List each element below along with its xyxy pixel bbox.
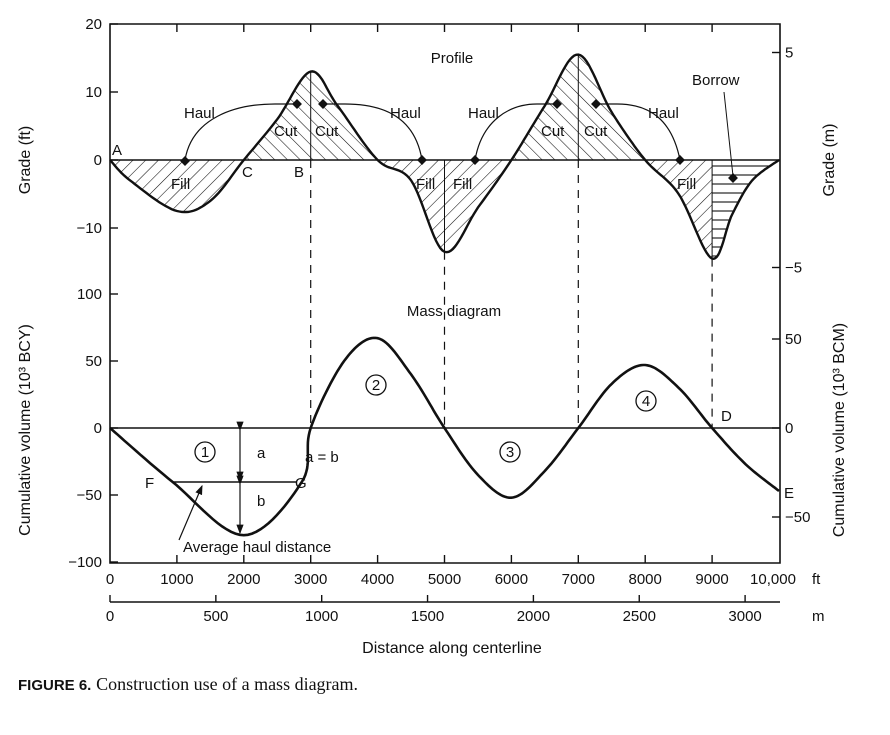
point-g-label: G <box>295 475 307 492</box>
point-b-label: B <box>294 164 304 181</box>
volume-bcy-tick-label: −100 <box>68 554 102 571</box>
ft-tick-label: 6000 <box>495 571 528 588</box>
cut-label-3: Cut <box>541 123 565 140</box>
average-haul-label: Average haul distance <box>183 539 331 556</box>
grade-m-tick-label: −5 <box>785 260 802 277</box>
haul-label-4: Haul <box>648 105 679 122</box>
haul-arc <box>596 103 681 161</box>
volume-bcy-axis-label: Cumulative volume (10³ BCY) <box>17 324 34 536</box>
region-2-marker: 2 <box>365 374 387 396</box>
grade-m-tick-label: 5 <box>785 45 793 62</box>
svg-text:1: 1 <box>201 444 209 461</box>
centroid-marker <box>728 173 738 183</box>
figure-number: FIGURE 6. <box>18 677 92 694</box>
haul-arc <box>184 103 297 161</box>
point-c-label: C <box>242 164 253 181</box>
centroid-marker <box>675 155 685 165</box>
ft-tick-label: 10,000 <box>750 571 796 588</box>
grade-ft-tick-label: 20 <box>85 16 102 33</box>
borrow-label: Borrow <box>692 72 740 89</box>
a-label: a <box>257 445 266 462</box>
centroid-marker <box>591 99 601 109</box>
svg-text:2: 2 <box>372 377 380 394</box>
ft-tick-label: 9000 <box>695 571 728 588</box>
haul-label-3: Haul <box>468 105 499 122</box>
fill-label-2: Fill <box>416 176 435 193</box>
m-tick-label: 2000 <box>517 608 550 625</box>
m-tick-label: 0 <box>106 608 114 625</box>
grade-m-axis-label: Grade (m) <box>821 124 838 197</box>
cut-label-4: Cut <box>584 123 608 140</box>
haul-arc <box>474 103 557 161</box>
svg-text:4: 4 <box>642 393 650 410</box>
borrow-leader <box>723 91 734 177</box>
point-d-label: D <box>721 408 732 425</box>
fill-region <box>110 160 244 212</box>
figure-caption: FIGURE 6. Construction use of a mass dia… <box>18 674 358 695</box>
cut-label-1: Cut <box>274 123 298 140</box>
plot-frame <box>109 23 781 564</box>
volume-bcy-tick-label: −50 <box>77 487 102 504</box>
grade-ft-tick-label: −10 <box>77 220 102 237</box>
ft-tick-label: 1000 <box>160 571 193 588</box>
curves <box>109 53 780 541</box>
ft-tick-label: 3000 <box>294 571 327 588</box>
ft-tick-label: 8000 <box>629 571 662 588</box>
cut-label-2: Cut <box>315 123 339 140</box>
region-1-marker: 1 <box>194 441 216 463</box>
b-label: b <box>257 493 265 510</box>
fill-region <box>645 160 713 259</box>
volume-bcy-tick-label: 50 <box>85 353 102 370</box>
region-4-marker: 4 <box>635 390 657 412</box>
ft-tick-label: 5000 <box>428 571 461 588</box>
m-unit-label: m <box>812 608 825 625</box>
a-equals-b-label: a = b <box>305 449 339 466</box>
fill-label-1: Fill <box>171 176 190 193</box>
m-tick-label: 1000 <box>305 608 338 625</box>
borrow-region <box>712 160 779 259</box>
mass-diagram-title: Mass diagram <box>407 303 501 320</box>
haul-label-2: Haul <box>390 105 421 122</box>
m-tick-label: 3000 <box>728 608 761 625</box>
ft-tick-label: 2000 <box>227 571 260 588</box>
volume-bcy-tick-label: 0 <box>94 420 102 437</box>
ft-unit-label: ft <box>812 571 821 588</box>
profile-title: Profile <box>431 50 474 67</box>
point-e-label: E <box>784 485 794 502</box>
centroid-marker <box>180 156 190 166</box>
grade-ft-axis-label: Grade (ft) <box>17 126 34 194</box>
point-a-label: A <box>112 142 122 159</box>
caption-text: Construction use of a mass diagram. <box>96 674 359 694</box>
volume-bcm-axis-label: Cumulative volume (10³ BCM) <box>831 323 848 537</box>
haul-label-1: Haul <box>184 105 215 122</box>
haul-arc <box>323 103 423 161</box>
centroid-marker <box>417 155 427 165</box>
volume-bcm-tick-label: 50 <box>785 331 802 348</box>
average-haul-arrow <box>178 484 203 541</box>
m-tick-label: 500 <box>203 608 228 625</box>
profile-curve <box>109 53 780 261</box>
x-axis-label: Distance along centerline <box>362 640 542 657</box>
m-tick-label: 2500 <box>623 608 656 625</box>
region-3-marker: 3 <box>499 441 521 463</box>
centroid-marker <box>470 155 480 165</box>
fill-label-3: Fill <box>453 176 472 193</box>
volume-bcm-tick-label: −50 <box>785 509 810 526</box>
ft-tick-label: 7000 <box>562 571 595 588</box>
axes-frame <box>109 23 781 603</box>
ft-tick-label: 0 <box>106 571 114 588</box>
volume-bcm-tick-label: 0 <box>785 420 793 437</box>
centroid-marker <box>552 99 562 109</box>
ft-tick-label: 4000 <box>361 571 394 588</box>
mass-curve <box>109 336 780 537</box>
point-f-label: F <box>145 475 154 492</box>
volume-bcy-tick-label: 100 <box>77 286 102 303</box>
grade-ft-tick-label: 10 <box>85 84 102 101</box>
svg-text:3: 3 <box>506 444 514 461</box>
m-tick-label: 1500 <box>411 608 444 625</box>
fill-label-4: Fill <box>677 176 696 193</box>
grade-ft-tick-label: 0 <box>94 152 102 169</box>
